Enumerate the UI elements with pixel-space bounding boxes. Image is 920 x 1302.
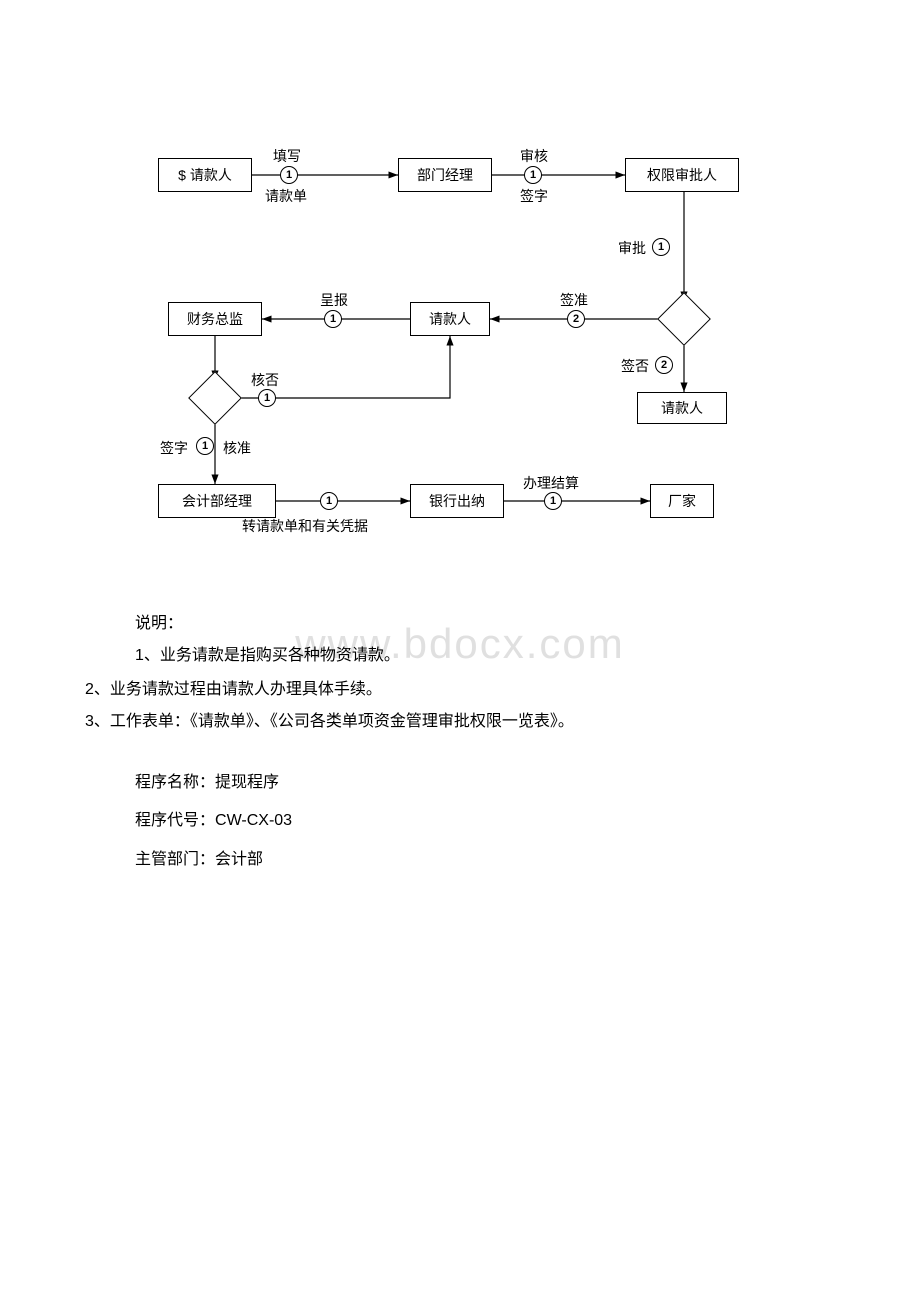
label-audit-bot: 签字 xyxy=(520,186,548,206)
node-dept-manager: 部门经理 xyxy=(398,158,492,192)
label-fill-top: 填写 xyxy=(273,146,301,166)
decision-verify xyxy=(189,380,241,416)
label-check-no: 核否 xyxy=(251,370,279,390)
label-audit-top: 审核 xyxy=(520,146,548,166)
label-sign: 签字 xyxy=(160,438,188,458)
circle-2-signyes: 2 xyxy=(567,310,585,328)
program-code-value: CW-CX-03 xyxy=(215,812,292,829)
program-name-label: 程序名称： xyxy=(135,774,215,791)
node-requester-3: 请款人 xyxy=(637,392,727,424)
circle-1-approve: 1 xyxy=(652,238,670,256)
node-authority-approver: 权限审批人 xyxy=(625,158,739,192)
circle-1-fill: 1 xyxy=(280,166,298,184)
circle-1-settle: 1 xyxy=(544,492,562,510)
node-requester: $ 请款人 xyxy=(158,158,252,192)
circle-2-signno: 2 xyxy=(655,356,673,374)
label-settle: 办理结算 xyxy=(523,473,579,493)
node-factory: 厂家 xyxy=(650,484,714,518)
desc-heading: 说明： xyxy=(135,615,183,632)
node-accounting-manager: 会计部经理 xyxy=(158,484,276,518)
description-block-1: 说明： 1、业务请款是指购买各种物资请款。 xyxy=(135,608,400,672)
program-dept-label: 主管部门： xyxy=(135,851,215,868)
description-block-2: 2、业务请款过程由请款人办理具体手续。 3、工作表单：《请款单》、《公司各类单项… xyxy=(85,674,574,738)
circle-1-transfer: 1 xyxy=(320,492,338,510)
node-finance-director: 财务总监 xyxy=(168,302,262,336)
label-report: 呈报 xyxy=(320,290,348,310)
label-approve: 审批 xyxy=(618,238,646,258)
flowchart-container: $ 请款人 部门经理 权限审批人 财务总监 请款人 请款人 会计部经理 银行出纳… xyxy=(0,0,920,560)
program-dept-value: 会计部 xyxy=(215,851,263,868)
label-transfer: 转请款单和有关凭据 xyxy=(242,516,368,536)
decision-approve xyxy=(658,301,710,337)
program-code-label: 程序代号： xyxy=(135,812,215,829)
label-sign-yes: 签准 xyxy=(560,290,588,310)
label-fill-bot: 请款单 xyxy=(265,186,307,206)
label-sign-no: 签否 xyxy=(621,356,649,376)
label-check-yes: 核准 xyxy=(223,438,251,458)
circle-1-sign: 1 xyxy=(196,437,214,455)
node-bank-cashier: 银行出纳 xyxy=(410,484,504,518)
circle-1-checkno: 1 xyxy=(258,389,276,407)
program-info-block: 程序名称：提现程序 程序代号：CW-CX-03 主管部门：会计部 xyxy=(135,764,292,879)
flowchart-lines xyxy=(0,0,920,560)
node-requester-2: 请款人 xyxy=(410,302,490,336)
desc-line-1: 1、业务请款是指购买各种物资请款。 xyxy=(135,647,400,664)
circle-1-report: 1 xyxy=(324,310,342,328)
desc-line-3: 3、工作表单：《请款单》、《公司各类单项资金管理审批权限一览表》。 xyxy=(85,713,574,730)
desc-line-2: 2、业务请款过程由请款人办理具体手续。 xyxy=(85,681,382,698)
program-name-value: 提现程序 xyxy=(215,774,279,791)
circle-1-audit: 1 xyxy=(524,166,542,184)
